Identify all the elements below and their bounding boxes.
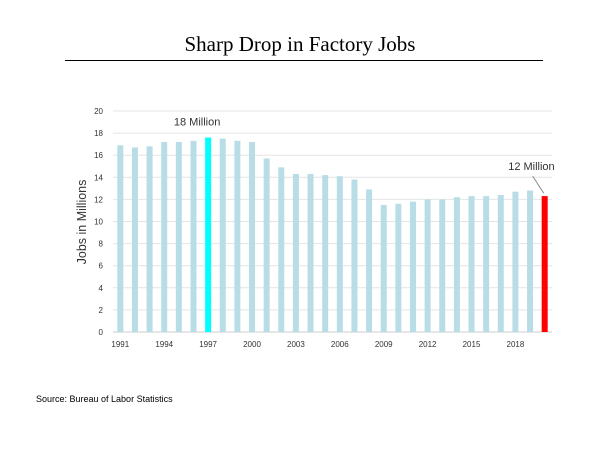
bar-1993 [146,146,153,332]
y-tick-label: 2 [99,306,104,315]
x-tick-label: 2015 [463,340,481,349]
x-tick-label: 2009 [375,340,393,349]
bar-1996 [190,140,197,332]
y-tick-label: 14 [94,173,103,182]
x-tick-label: 2018 [507,340,525,349]
grid-lines [113,110,552,333]
bar-2004 [307,173,314,332]
bar-2009 [380,204,387,332]
bar-2001 [263,158,270,332]
y-tick-label: 0 [99,328,104,337]
bar-2016 [483,196,490,332]
y-tick-label: 20 [94,107,103,116]
bar-2018 [512,191,519,332]
y-tick-label: 18 [94,129,103,138]
annotations: 18 Million 12 Million [174,117,555,194]
chart-title: Sharp Drop in Factory Jobs [184,32,416,56]
bar-2008 [366,189,373,332]
bar-2019 [527,190,534,332]
y-tick-label: 4 [99,284,104,293]
x-tick-label: 2006 [331,340,349,349]
bar-2003 [292,173,299,332]
y-axis-label: Jobs in Millions [75,180,89,265]
y-tick-label: 10 [94,218,103,227]
y-tick-label: 16 [94,151,103,160]
x-tick-label: 1991 [111,340,129,349]
bar-1999 [234,140,241,332]
bar-2007 [351,179,358,332]
bar-2012 [424,199,431,332]
annotation-1997: 18 Million [174,117,220,129]
bar-2006 [336,176,343,332]
bar-2010 [395,203,402,332]
source-note: Source: Bureau of Labor Statistics [36,394,173,404]
bar-1998 [219,138,226,332]
bar-1992 [131,147,138,332]
x-tick-label: 1994 [155,340,173,349]
y-tick-label: 6 [99,262,104,271]
bar-2013 [439,199,446,332]
x-tick-label: 2000 [243,340,261,349]
y-axis-ticks: 0 2 4 6 8 10 12 14 16 18 20 [94,107,103,337]
bars [117,137,548,332]
x-axis-ticks: 1991 1994 1997 2000 2003 2006 2009 2012 2015 2018 [111,340,524,349]
bar-2015 [468,196,475,332]
x-tick-label: 2003 [287,340,305,349]
annotation-leader-2020 [532,175,545,194]
bar-2000 [249,141,256,332]
bar-1994 [161,141,168,332]
annotation-2020: 12 Million [508,161,554,173]
x-tick-label: 2012 [419,340,437,349]
bar-1995 [175,141,182,332]
bar-1991 [117,145,124,332]
title-underline [65,60,543,61]
bar-2002 [278,167,285,332]
bar-2014 [453,197,460,332]
x-tick-label: 1997 [199,340,217,349]
bar-1997 [205,137,212,332]
y-tick-label: 12 [94,195,103,204]
bar-2011 [409,201,416,332]
bar-2017 [497,194,504,332]
y-tick-label: 8 [99,240,104,249]
bar-2005 [322,175,329,332]
bar-2020 [541,196,548,332]
